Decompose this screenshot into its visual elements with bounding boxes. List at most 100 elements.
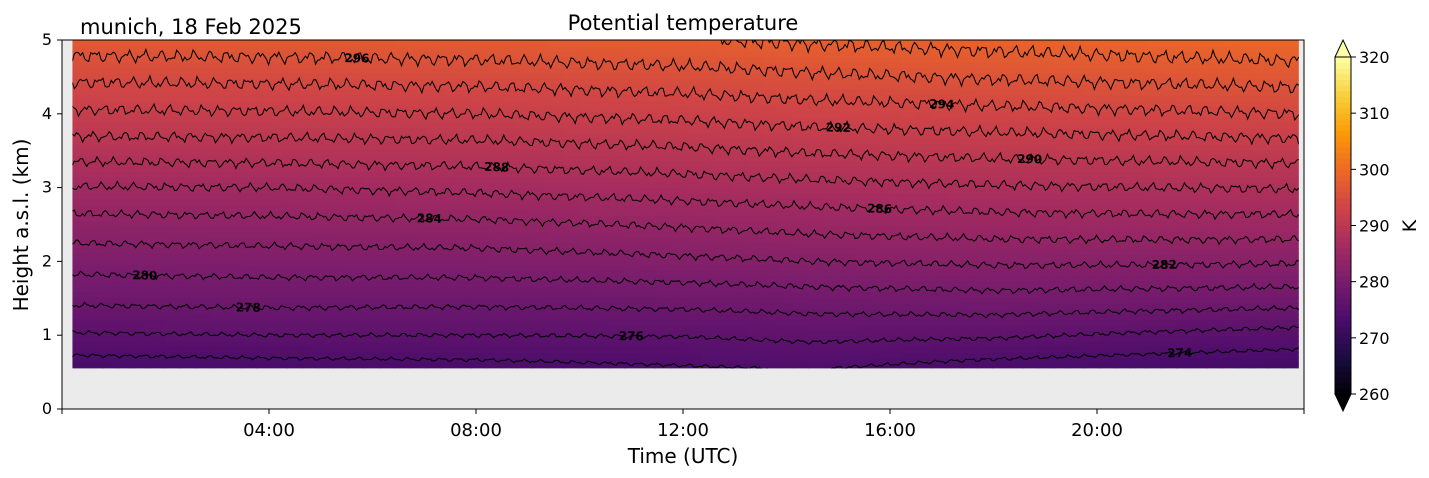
heatmap-cell [1252, 198, 1269, 205]
heatmap-cell [133, 362, 150, 369]
heatmap-cell [516, 264, 534, 271]
heatmap-cell [562, 346, 580, 353]
heatmap-cell [854, 209, 871, 216]
heatmap-cell [1176, 89, 1193, 96]
heatmap-cell [271, 269, 288, 277]
heatmap-cell [179, 215, 196, 222]
heatmap-cell [210, 127, 227, 134]
colorbar-tick-label: 290 [1359, 217, 1390, 236]
heatmap-cell [103, 45, 120, 52]
heatmap-cell [1007, 286, 1024, 293]
heatmap-cell [946, 61, 963, 69]
heatmap-cell [792, 94, 810, 101]
heatmap-cell [348, 335, 365, 342]
heatmap-cell [930, 308, 948, 315]
heatmap-cell [455, 319, 472, 326]
heatmap-cell [302, 275, 319, 282]
heatmap-cell [685, 319, 702, 326]
heatmap-cell [1191, 144, 1208, 151]
colorbar-segment [1335, 180, 1351, 187]
heatmap-cell [118, 50, 135, 58]
heatmap-cell [332, 138, 350, 145]
heatmap-cell [1176, 94, 1193, 101]
heatmap-cell [1145, 280, 1162, 288]
heatmap-cell [930, 122, 948, 129]
heatmap-cell [363, 105, 380, 112]
heatmap-cell [332, 40, 350, 47]
heatmap-cell [164, 105, 181, 112]
heatmap-cell [516, 357, 534, 364]
heatmap-cell [195, 176, 212, 184]
heatmap-cell [455, 362, 472, 369]
heatmap-cell [731, 324, 748, 331]
heatmap-cell [915, 149, 932, 156]
heatmap-cell [1053, 330, 1070, 337]
heatmap-cell [992, 72, 1009, 80]
heatmap-cell [823, 111, 840, 118]
heatmap-cell [1022, 198, 1039, 205]
heatmap-cell [332, 78, 350, 85]
heatmap-cell [1038, 111, 1055, 118]
heatmap-cell [394, 308, 411, 315]
heatmap-cell [486, 89, 503, 96]
heatmap-cell [1130, 50, 1147, 58]
heatmap-cell [286, 100, 304, 107]
heatmap-cell [486, 78, 503, 85]
heatmap-cell [976, 144, 994, 151]
heatmap-cell [716, 116, 733, 123]
heatmap-cell [440, 83, 457, 91]
heatmap-cell [1283, 319, 1299, 326]
heatmap-cell [762, 291, 779, 299]
heatmap-cell [838, 56, 856, 63]
heatmap-cell [1283, 176, 1299, 184]
heatmap-cell [900, 61, 917, 69]
heatmap-cell [930, 149, 948, 156]
heatmap-cell [363, 160, 380, 167]
heatmap-cell [685, 220, 702, 227]
heatmap-cell [685, 341, 702, 348]
heatmap-cell [700, 247, 718, 255]
heatmap-cell [225, 346, 242, 353]
heatmap-cell [486, 335, 503, 342]
heatmap-cell [516, 351, 534, 359]
heatmap-cell [409, 341, 426, 348]
heatmap-cell [271, 237, 288, 244]
heatmap-cell [1114, 144, 1131, 151]
heatmap-cell [332, 61, 350, 69]
heatmap-cell [792, 335, 810, 342]
heatmap-cell [486, 94, 503, 101]
heatmap-cell [1130, 111, 1147, 118]
heatmap-cell [823, 198, 840, 205]
heatmap-cell [149, 319, 166, 326]
heatmap-cell [700, 362, 718, 369]
heatmap-cell [1145, 346, 1162, 353]
heatmap-cell [838, 209, 856, 216]
heatmap-cell [1007, 45, 1024, 52]
heatmap-cell [578, 83, 595, 91]
heatmap-cell [884, 193, 902, 200]
heatmap-cell [624, 50, 641, 58]
heatmap-cell [562, 324, 580, 331]
heatmap-cell [516, 67, 534, 74]
heatmap-cell [670, 67, 687, 74]
heatmap-cell [1114, 291, 1131, 299]
heatmap-cell [240, 220, 258, 227]
heatmap-cell [838, 351, 856, 359]
heatmap-cell [1130, 231, 1147, 238]
heatmap-cell [792, 50, 810, 58]
heatmap-cell [992, 264, 1009, 271]
heatmap-cell [900, 362, 917, 369]
heatmap-cell [72, 100, 89, 107]
heatmap-cell [976, 330, 994, 337]
heatmap-cell [149, 165, 166, 173]
heatmap-cell [271, 319, 288, 326]
heatmap-cell [486, 330, 503, 337]
heatmap-cell [1191, 346, 1208, 353]
heatmap-cell [1145, 247, 1162, 255]
heatmap-cell [593, 204, 610, 211]
heatmap-cell [470, 193, 488, 200]
heatmap-cell [394, 67, 411, 74]
heatmap-cell [271, 78, 288, 85]
heatmap-cell [731, 319, 748, 326]
heatmap-cell [685, 258, 702, 266]
